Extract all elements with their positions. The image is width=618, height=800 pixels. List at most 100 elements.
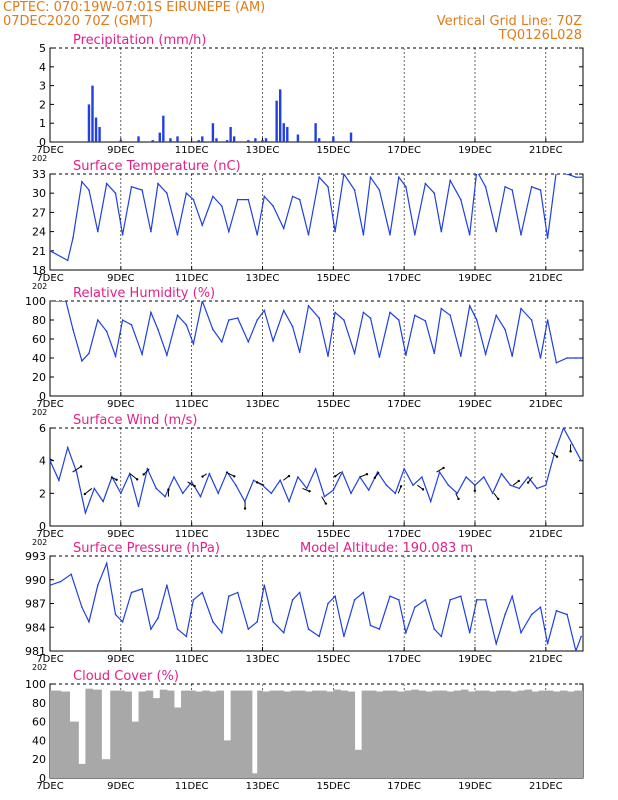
cloud-column xyxy=(92,689,102,778)
series-point xyxy=(403,468,405,470)
x-tick-label: 9DEC xyxy=(107,781,134,792)
series-point xyxy=(50,250,51,252)
series-point xyxy=(518,487,521,490)
series-point xyxy=(141,353,143,356)
panel-title: Surface Temperature (nC) xyxy=(73,159,241,174)
cloud-column xyxy=(257,690,263,778)
wind-arrow xyxy=(72,466,82,473)
series-point xyxy=(369,317,372,319)
series-point xyxy=(575,176,577,178)
series-point xyxy=(220,631,223,634)
cloud-column xyxy=(368,690,377,778)
precip-bar xyxy=(232,136,236,142)
cloud-column xyxy=(397,691,405,778)
series-point xyxy=(511,595,513,597)
y-tick-label: 0 xyxy=(39,772,46,785)
series-point xyxy=(353,189,356,191)
y-tick-label: 40 xyxy=(32,352,46,365)
precip-bar xyxy=(264,138,268,142)
panel-title: Precipitation (mm/h) xyxy=(73,33,206,48)
x-tick-label: 7DEC xyxy=(36,145,63,156)
x-tick-label: 13DEC xyxy=(246,145,280,156)
series-point xyxy=(65,301,67,302)
x-tick-label: 9DEC xyxy=(107,273,134,284)
y-tick-label: 60 xyxy=(32,333,46,346)
x-tick-label: 11DEC xyxy=(175,399,209,410)
series-point xyxy=(318,176,320,178)
series-point xyxy=(530,186,533,188)
series-point xyxy=(228,230,230,233)
series-point xyxy=(247,341,250,343)
series-point xyxy=(362,311,365,314)
y-tick-label: 80 xyxy=(32,697,46,710)
x-tick-label: 21DEC xyxy=(529,273,563,284)
x-year-label: 202 xyxy=(32,538,47,547)
wind-arrow-head xyxy=(526,481,530,484)
series-point xyxy=(367,489,370,491)
precip-bar xyxy=(275,100,278,142)
cloud-column xyxy=(230,690,239,778)
x-tick-label: 13DEC xyxy=(246,781,280,792)
series-point xyxy=(369,624,372,627)
x-tick-label: 7DEC xyxy=(36,529,63,540)
series-point xyxy=(362,591,365,594)
series-point xyxy=(421,476,423,478)
series-point xyxy=(282,227,285,230)
series-point xyxy=(504,186,506,188)
series-point xyxy=(199,495,202,498)
cloud-column xyxy=(262,691,271,778)
x-tick-label: 7DEC xyxy=(36,399,63,410)
series-point xyxy=(114,613,117,616)
series-point xyxy=(343,174,345,175)
panel-frame xyxy=(49,173,584,271)
panel-4: 981 984 987 990 993 7DEC 9DEC 11DEC 13DEC 15DEC 17… xyxy=(25,541,584,672)
series-point xyxy=(75,471,78,473)
wind-arrow-head xyxy=(333,475,337,478)
series-point xyxy=(272,205,274,207)
y-tick-label: 2 xyxy=(39,98,46,111)
cloud-column xyxy=(290,690,299,778)
series-area xyxy=(50,428,583,516)
series-point xyxy=(327,602,329,605)
series-point xyxy=(318,317,320,319)
series-point xyxy=(412,484,414,486)
x-tick-label: 19DEC xyxy=(458,273,492,284)
cloud-column xyxy=(209,691,217,778)
series-point xyxy=(81,360,83,362)
series-point xyxy=(102,500,104,503)
series-point xyxy=(398,176,400,178)
series-point xyxy=(121,319,124,321)
precip-bar xyxy=(349,132,353,142)
series-point xyxy=(385,484,388,486)
wind-arrow-head xyxy=(115,478,118,481)
series-point xyxy=(468,234,471,236)
series-point xyxy=(157,182,159,185)
series-point xyxy=(405,631,407,634)
precip-bar xyxy=(29,140,31,142)
cloud-column xyxy=(269,690,278,778)
precip-bar xyxy=(247,140,250,142)
series-point xyxy=(121,234,124,236)
cloud-column xyxy=(574,690,582,778)
cloud-column xyxy=(439,690,448,778)
wind-arrow-head xyxy=(201,475,204,478)
series-point xyxy=(566,613,568,616)
series-point xyxy=(272,340,274,342)
y-tick-label: 24 xyxy=(32,226,46,239)
series-point xyxy=(334,595,336,597)
precip-bar xyxy=(13,104,15,142)
series-point xyxy=(566,357,568,359)
x-tick-label: 17DEC xyxy=(387,145,421,156)
series-point xyxy=(500,472,503,475)
series-point xyxy=(150,628,152,630)
series-line xyxy=(50,561,582,651)
cloud-column xyxy=(124,691,132,778)
cloud-column xyxy=(138,691,147,778)
wind-arrow-head xyxy=(555,455,559,458)
x-tick-label: 11DEC xyxy=(175,273,209,284)
series-point xyxy=(164,495,166,498)
series-point xyxy=(130,323,133,326)
series-point xyxy=(272,620,274,623)
precip-bar xyxy=(17,131,19,142)
